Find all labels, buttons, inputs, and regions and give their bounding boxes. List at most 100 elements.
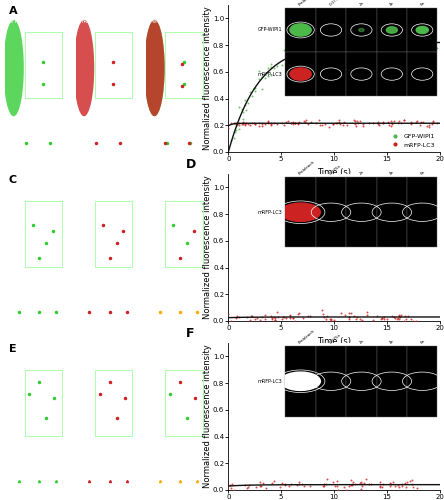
Point <box>412 118 420 126</box>
Point <box>316 116 323 124</box>
Point <box>326 315 333 323</box>
X-axis label: Time (s): Time (s) <box>317 168 351 176</box>
Y-axis label: Normalized fluorescence intensity: Normalized fluorescence intensity <box>202 344 211 488</box>
Point <box>429 36 436 44</box>
Point <box>292 54 299 62</box>
Point <box>294 45 301 53</box>
Point <box>350 32 357 40</box>
Point <box>397 311 404 319</box>
Point <box>295 478 302 486</box>
Point <box>251 84 258 92</box>
Point <box>334 118 341 126</box>
Point <box>388 42 395 50</box>
Point <box>333 119 340 127</box>
Point <box>308 52 315 60</box>
Point <box>379 314 386 322</box>
Point <box>279 479 286 487</box>
Point <box>238 120 245 128</box>
Point <box>268 120 275 128</box>
Point <box>244 484 251 492</box>
Point <box>393 315 400 323</box>
Point <box>272 314 279 322</box>
Point <box>271 316 278 324</box>
Point <box>404 312 411 320</box>
Point <box>401 116 408 124</box>
Point <box>349 481 356 489</box>
Point <box>318 306 325 314</box>
Point <box>245 481 252 489</box>
Point <box>376 482 383 490</box>
Point <box>299 480 306 488</box>
Point <box>401 40 408 48</box>
Point <box>333 482 341 490</box>
Point <box>285 117 292 125</box>
Point <box>236 125 243 133</box>
Point <box>396 312 403 320</box>
Point <box>235 121 242 129</box>
Point <box>233 126 240 134</box>
Point <box>271 477 278 485</box>
Point <box>300 482 307 490</box>
Point <box>396 42 403 50</box>
Point <box>246 120 254 128</box>
Point <box>252 316 259 324</box>
Point <box>229 318 236 326</box>
Point <box>230 486 238 494</box>
X-axis label: Time (s): Time (s) <box>317 336 351 345</box>
Point <box>225 150 232 158</box>
Y-axis label: Normalized fluorescence intensity: Normalized fluorescence intensity <box>202 176 211 320</box>
Point <box>253 314 260 322</box>
Point <box>281 314 288 322</box>
Point <box>398 482 405 490</box>
Point <box>251 87 258 95</box>
Point <box>353 41 361 49</box>
Point <box>330 120 337 128</box>
Point <box>378 314 385 322</box>
Point <box>291 44 298 52</box>
Point <box>426 122 433 130</box>
Point <box>379 38 386 46</box>
Point <box>305 312 312 320</box>
Point <box>261 311 268 319</box>
Point <box>231 128 238 136</box>
Point <box>267 62 274 70</box>
Point <box>227 481 234 489</box>
Point <box>269 314 276 322</box>
Point <box>225 310 232 318</box>
Point <box>331 482 338 490</box>
Point <box>246 88 254 96</box>
Point <box>370 316 377 324</box>
Point <box>291 119 298 127</box>
Point <box>430 28 437 36</box>
Point <box>375 38 382 46</box>
Point <box>433 44 440 52</box>
Point <box>291 53 298 61</box>
Point <box>340 43 347 51</box>
Point <box>386 482 393 490</box>
Point <box>262 74 269 82</box>
Point <box>280 120 287 128</box>
Text: A: A <box>9 6 17 16</box>
Point <box>280 46 287 54</box>
Point <box>376 43 383 51</box>
Point <box>268 312 275 320</box>
Point <box>328 314 335 322</box>
Point <box>259 73 266 81</box>
Point <box>322 480 329 488</box>
Point <box>414 117 421 125</box>
Point <box>294 481 301 489</box>
Point <box>256 316 263 324</box>
Point <box>244 483 251 491</box>
Point <box>239 108 246 116</box>
Point <box>242 96 249 104</box>
Point <box>395 314 402 322</box>
Point <box>336 41 343 49</box>
Point <box>287 118 294 126</box>
Point <box>403 483 410 491</box>
Point <box>324 475 331 483</box>
Point <box>417 118 424 126</box>
Point <box>236 314 243 322</box>
Point <box>416 121 424 129</box>
Point <box>337 309 345 317</box>
Point <box>269 315 276 323</box>
